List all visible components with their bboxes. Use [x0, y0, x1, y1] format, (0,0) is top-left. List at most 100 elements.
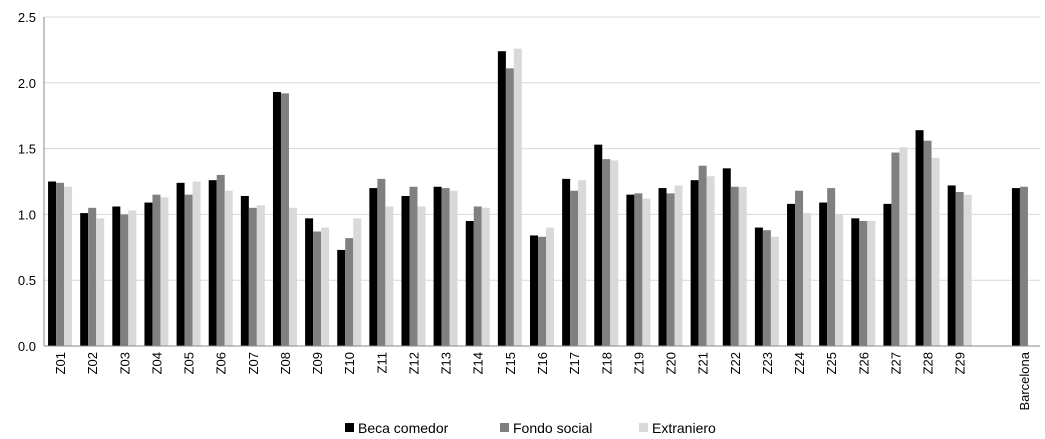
bar-beca-comedor	[691, 180, 699, 346]
bar-fondo-social	[506, 68, 514, 346]
bar-fondo-social	[924, 141, 932, 346]
x-tick-label: Z09	[310, 352, 325, 374]
x-tick-label: Z07	[246, 352, 261, 374]
bar-extraniero	[96, 218, 104, 346]
x-tick-label: Z05	[182, 352, 197, 374]
x-tick-label: Z12	[406, 352, 421, 374]
x-tick-label: Z23	[760, 352, 775, 374]
bar-fondo-social	[409, 187, 417, 346]
x-tick-label: Z18	[599, 352, 614, 374]
bar-fondo-social	[474, 207, 482, 346]
legend-swatch	[345, 423, 354, 432]
bar-beca-comedor	[787, 204, 795, 346]
bar-beca-comedor	[112, 207, 120, 346]
bar-extraniero	[64, 187, 72, 346]
x-tick-label: Z04	[149, 352, 164, 374]
bar-beca-comedor	[948, 185, 956, 346]
bar-fondo-social	[249, 208, 257, 346]
bar-extraniero	[193, 182, 201, 347]
bar-extraniero	[610, 160, 618, 346]
bar-beca-comedor	[626, 195, 634, 346]
bar-fondo-social	[217, 175, 225, 346]
bars	[48, 49, 1028, 346]
y-tick-label: 0.0	[18, 339, 36, 354]
bar-beca-comedor	[1012, 188, 1020, 346]
bar-extraniero	[482, 208, 490, 346]
bar-extraniero	[128, 210, 136, 346]
x-tick-label: Z03	[117, 352, 132, 374]
bar-beca-comedor	[594, 145, 602, 346]
x-tick-label: Z29	[953, 352, 968, 374]
x-tick-label: Z06	[214, 352, 229, 374]
bar-beca-comedor	[401, 196, 409, 346]
bar-fondo-social	[956, 192, 964, 346]
bar-extraniero	[578, 180, 586, 346]
legend-label: Beca comedor	[358, 420, 449, 434]
y-tick-label: 1.0	[18, 207, 36, 222]
x-tick-labels: Z01 Z02 Z03 Z04 Z05 Z06 Z07 Z08 Z09 Z10 Z11 Z12 Z13 Z…	[53, 351, 1032, 410]
x-tick-label: Z24	[792, 352, 807, 374]
bar-fondo-social	[152, 195, 160, 346]
x-tick-label: Z15	[503, 352, 518, 374]
bar-extraniero	[385, 207, 393, 346]
bar-extraniero	[642, 199, 650, 346]
bar-extraniero	[257, 205, 265, 346]
bar-fondo-social	[891, 153, 899, 346]
x-tick-label: Z10	[342, 352, 357, 374]
bar-extraniero	[739, 187, 747, 346]
bar-fondo-social	[281, 93, 289, 346]
legend-label: Extraniero	[652, 420, 716, 434]
x-tick-label: Z22	[728, 352, 743, 374]
y-tick-label: 2.0	[18, 76, 36, 91]
bar-extraniero	[803, 213, 811, 346]
bar-fondo-social	[667, 193, 675, 346]
bar-fondo-social	[345, 238, 353, 346]
x-tick-label: Z11	[374, 352, 389, 373]
x-tick-label: Z16	[535, 352, 550, 374]
bar-beca-comedor	[755, 228, 763, 346]
bar-extraniero	[321, 228, 329, 346]
bar-fondo-social	[442, 188, 450, 346]
bar-beca-comedor	[369, 188, 377, 346]
bar-extraniero	[353, 218, 361, 346]
x-tick-label: Z20	[664, 352, 679, 374]
bar-extraniero	[450, 191, 458, 346]
bar-beca-comedor	[144, 203, 152, 346]
bar-extraniero	[771, 237, 779, 346]
bar-beca-comedor	[659, 188, 667, 346]
x-tick-label: Barcelona	[1017, 351, 1032, 410]
bar-extraniero	[546, 228, 554, 346]
bar-beca-comedor	[883, 204, 891, 346]
x-tick-label: Z27	[888, 352, 903, 374]
bar-fondo-social	[602, 159, 610, 346]
bar-beca-comedor	[466, 221, 474, 346]
bar-fondo-social	[634, 193, 642, 346]
bar-extraniero	[707, 176, 715, 346]
bar-extraniero	[932, 158, 940, 346]
bar-fondo-social	[699, 166, 707, 346]
bar-fondo-social	[1020, 187, 1028, 346]
bar-beca-comedor	[80, 213, 88, 346]
bar-beca-comedor	[851, 218, 859, 346]
bar-beca-comedor	[916, 130, 924, 346]
bar-extraniero	[160, 197, 168, 346]
bar-fondo-social	[763, 230, 771, 346]
bar-fondo-social	[795, 191, 803, 346]
legend-swatch	[500, 423, 509, 432]
bar-beca-comedor	[434, 187, 442, 346]
bar-beca-comedor	[498, 51, 506, 346]
bar-fondo-social	[88, 208, 96, 346]
bar-extraniero	[835, 214, 843, 346]
bar-extraniero	[867, 221, 875, 346]
bar-beca-comedor	[562, 179, 570, 346]
bar-beca-comedor	[209, 180, 217, 346]
bar-fondo-social	[731, 187, 739, 346]
x-tick-label: Z17	[567, 352, 582, 374]
bar-beca-comedor	[305, 218, 313, 346]
bar-extraniero	[964, 195, 972, 346]
legend-swatch	[639, 423, 648, 432]
legend: Beca comedor Fondo social Extraniero	[345, 420, 716, 434]
bar-beca-comedor	[819, 203, 827, 346]
x-tick-label: Z28	[921, 352, 936, 374]
